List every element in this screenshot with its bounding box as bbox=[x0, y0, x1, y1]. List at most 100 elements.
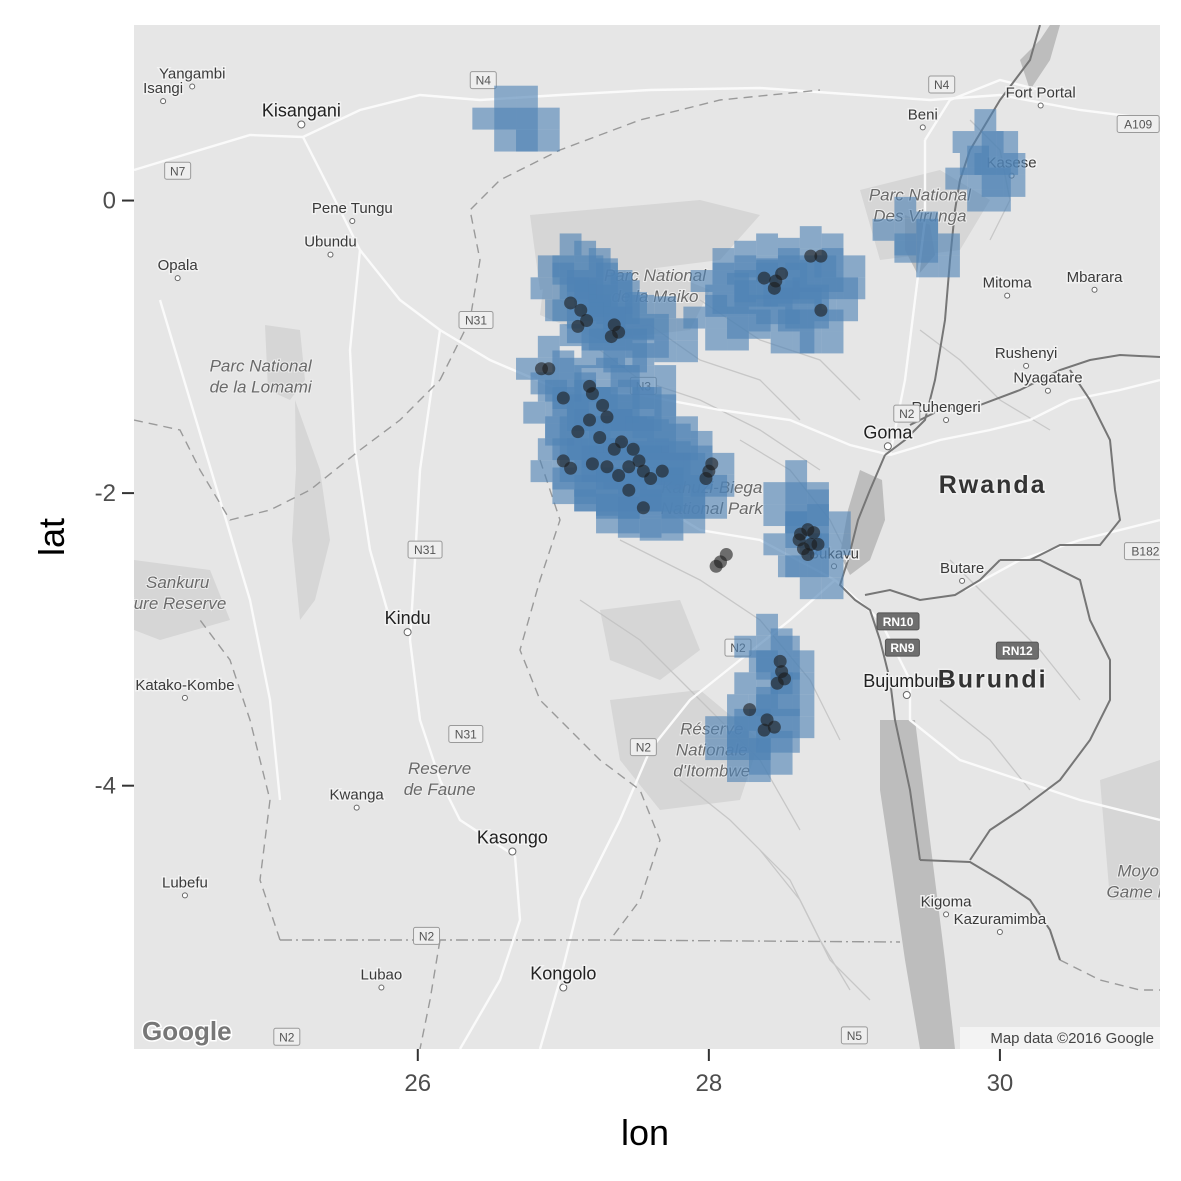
occurrence-points bbox=[534, 249, 828, 737]
occurrence-point[interactable] bbox=[699, 471, 713, 485]
raster-cell bbox=[756, 650, 778, 673]
road-shield bbox=[469, 71, 497, 90]
raster-cell bbox=[770, 331, 793, 354]
raster-cell bbox=[596, 467, 618, 490]
raster-cell bbox=[734, 672, 757, 695]
raster-cell bbox=[748, 309, 771, 332]
place-label: Katako-Kombe bbox=[135, 677, 234, 694]
raster-cell bbox=[821, 331, 844, 354]
place-label: Mitoma bbox=[983, 275, 1033, 292]
road-shield bbox=[407, 540, 443, 559]
raster-cell bbox=[683, 306, 706, 329]
y-tick-label: 0 bbox=[103, 188, 116, 215]
occurrence-point[interactable] bbox=[636, 501, 650, 515]
province-boundaries bbox=[134, 89, 1160, 1049]
occurrence-point[interactable] bbox=[743, 703, 757, 717]
raster-cell bbox=[945, 167, 968, 190]
occurrence-point[interactable] bbox=[814, 303, 828, 317]
occurrence-point[interactable] bbox=[571, 425, 585, 439]
occurrence-point[interactable] bbox=[622, 460, 636, 474]
occurrence-point[interactable] bbox=[811, 537, 825, 551]
road-shield-label: N4 bbox=[476, 74, 492, 88]
occurrence-point[interactable] bbox=[767, 281, 781, 295]
road-shield-label: RN10 bbox=[883, 615, 914, 629]
occurrence-point[interactable] bbox=[583, 413, 597, 427]
raster-cell bbox=[727, 760, 749, 783]
occurrence-point[interactable] bbox=[804, 249, 818, 263]
raster-cell bbox=[705, 284, 728, 307]
occurrence-point[interactable] bbox=[600, 410, 614, 424]
occurrence-point[interactable] bbox=[615, 435, 629, 449]
place-dot bbox=[943, 911, 950, 918]
place-label: Pene Tungu bbox=[312, 200, 393, 217]
raster-cell bbox=[821, 233, 844, 256]
place-label: Beni bbox=[908, 106, 938, 123]
raster-cell bbox=[727, 306, 749, 329]
raster-cell bbox=[916, 211, 939, 234]
occurrence-point[interactable] bbox=[709, 559, 723, 573]
occurrence-point[interactable] bbox=[767, 720, 781, 734]
occurrence-point[interactable] bbox=[632, 454, 646, 468]
raster-cell bbox=[916, 233, 939, 256]
occurrence-point[interactable] bbox=[626, 442, 640, 456]
x-axis: 26 28 30 bbox=[404, 1049, 1013, 1097]
raster-cell bbox=[705, 328, 728, 351]
occurrence-point[interactable] bbox=[773, 654, 787, 668]
occurrence-point[interactable] bbox=[564, 461, 578, 475]
raster-cell bbox=[799, 309, 822, 332]
raster-cell bbox=[727, 716, 749, 739]
raster-cell bbox=[610, 365, 633, 388]
road-shield-label: N2 bbox=[279, 1030, 295, 1044]
google-logo: Google bbox=[142, 1016, 232, 1046]
y-tick-label: -4 bbox=[95, 773, 116, 800]
road-shield bbox=[1116, 114, 1160, 133]
occurrence-point[interactable] bbox=[604, 330, 618, 344]
occurrence-point[interactable] bbox=[564, 296, 578, 310]
occurrence-point[interactable] bbox=[778, 672, 792, 686]
place-label: Mbarara bbox=[1067, 269, 1124, 286]
map-attribution[interactable]: Map data ©2016 Google bbox=[990, 1030, 1154, 1047]
raster-cell bbox=[828, 511, 851, 534]
occurrence-point[interactable] bbox=[775, 267, 789, 281]
occurrence-point[interactable] bbox=[814, 249, 828, 263]
place-label: Lubao bbox=[361, 967, 403, 984]
occurrence-point[interactable] bbox=[705, 457, 719, 471]
raster-cell bbox=[617, 496, 640, 519]
place-dot bbox=[181, 694, 188, 701]
occurrence-point[interactable] bbox=[655, 464, 669, 478]
occurrence-point[interactable] bbox=[600, 460, 614, 474]
raster-cell bbox=[690, 430, 713, 453]
occurrence-point[interactable] bbox=[622, 483, 636, 497]
occurrence-point[interactable] bbox=[807, 526, 821, 540]
occurrence-point[interactable] bbox=[556, 391, 570, 405]
occurrence-point[interactable] bbox=[596, 398, 610, 412]
road-shield-label: RN9 bbox=[890, 641, 914, 655]
raster-cell bbox=[610, 272, 633, 295]
occurrence-point[interactable] bbox=[585, 457, 599, 471]
raster-cell bbox=[712, 452, 735, 475]
occurrence-point[interactable] bbox=[757, 723, 771, 737]
raster-cell bbox=[872, 218, 895, 241]
raster-cell bbox=[654, 394, 677, 417]
place-dot bbox=[508, 847, 517, 856]
occurrence-point[interactable] bbox=[757, 271, 771, 285]
occurrence-point[interactable] bbox=[542, 362, 556, 376]
raster-cell bbox=[683, 452, 706, 475]
road-shield bbox=[995, 641, 1039, 660]
occurrence-point[interactable] bbox=[593, 431, 607, 445]
raster-cell bbox=[763, 533, 786, 556]
occurrence-point[interactable] bbox=[792, 533, 806, 547]
road-shield-label: RN12 bbox=[1002, 644, 1033, 658]
occurrence-point[interactable] bbox=[612, 469, 626, 483]
raster-cell bbox=[494, 85, 517, 108]
occurrence-point[interactable] bbox=[571, 319, 585, 333]
occurrence-point[interactable] bbox=[585, 387, 599, 401]
occurrence-point[interactable] bbox=[574, 303, 588, 317]
place-dot bbox=[403, 628, 412, 637]
place-dot bbox=[181, 892, 188, 899]
occurrence-point[interactable] bbox=[801, 548, 815, 562]
raster-cell bbox=[989, 189, 1011, 212]
occurrence-point[interactable] bbox=[644, 471, 658, 485]
raster-cell bbox=[647, 419, 669, 442]
